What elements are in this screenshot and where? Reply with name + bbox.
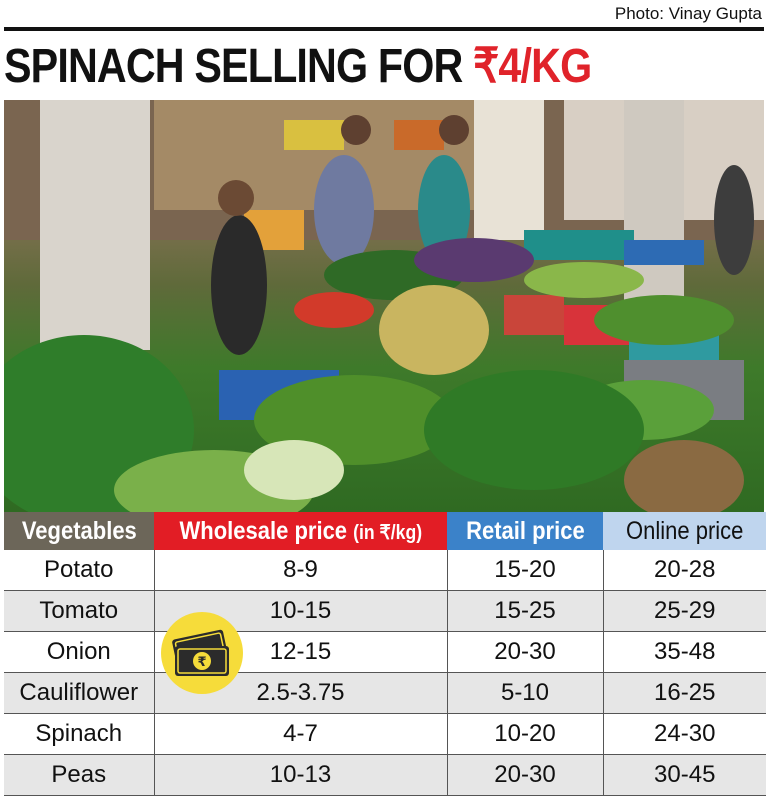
table-row: Peas 10-13 20-30 30-45 [4, 754, 766, 796]
header-vegetables: Vegetables [4, 512, 154, 550]
top-rule [4, 27, 764, 31]
headline-accent: ₹4/KG [473, 40, 592, 93]
table-row: Onion 12-15 20-30 35-48 [4, 631, 766, 673]
headline: SPINACH SELLING FOR ₹4/KG [4, 36, 592, 98]
photo-credit: Photo: Vinay Gupta [614, 4, 762, 23]
price-table: Vegetables Wholesale price (in ₹/kg) Ret… [4, 512, 766, 796]
vegetable-market-illustration [4, 100, 764, 512]
table-header-row: Vegetables Wholesale price (in ₹/kg) Ret… [4, 512, 766, 550]
wholesale-price: 8-9 [154, 550, 448, 591]
header-wholesale: Wholesale price (in ₹/kg) [154, 512, 447, 550]
online-price: 16-25 [603, 672, 766, 714]
money-notes-icon: ₹ [161, 612, 243, 694]
retail-price: 5-10 [447, 672, 604, 714]
vegetable-name: Peas [4, 754, 155, 796]
online-price: 30-45 [603, 754, 766, 796]
vegetable-name: Tomato [4, 590, 155, 632]
table-row: Spinach 4-7 10-20 24-30 [4, 713, 766, 755]
header-wholesale-unit: (in ₹/kg) [352, 521, 422, 544]
online-price: 20-28 [603, 550, 766, 591]
vegetable-name: Cauliflower [4, 672, 155, 714]
retail-price: 15-25 [447, 590, 604, 632]
svg-text:₹: ₹ [197, 655, 206, 670]
vegetable-name: Potato [4, 550, 155, 591]
online-price: 24-30 [603, 713, 766, 755]
vegetable-name: Spinach [4, 713, 155, 755]
vegetable-name: Onion [4, 631, 155, 673]
retail-price: 15-20 [447, 550, 604, 591]
retail-price: 20-30 [447, 754, 604, 796]
table-row: Cauliflower 2.5-3.75 5-10 16-25 [4, 672, 766, 714]
header-retail: Retail price [447, 512, 603, 550]
wholesale-price: 10-13 [154, 754, 448, 796]
wholesale-price: 4-7 [154, 713, 448, 755]
online-price: 35-48 [603, 631, 766, 673]
header-online: Online price [603, 512, 766, 550]
table-row: Tomato 10-15 15-25 25-29 [4, 590, 766, 632]
table-row: Potato 8-9 15-20 20-28 [4, 550, 766, 591]
retail-price: 20-30 [447, 631, 604, 673]
headline-main: SPINACH SELLING FOR [4, 40, 474, 93]
market-photo [4, 100, 764, 512]
online-price: 25-29 [603, 590, 766, 632]
retail-price: 10-20 [447, 713, 604, 755]
